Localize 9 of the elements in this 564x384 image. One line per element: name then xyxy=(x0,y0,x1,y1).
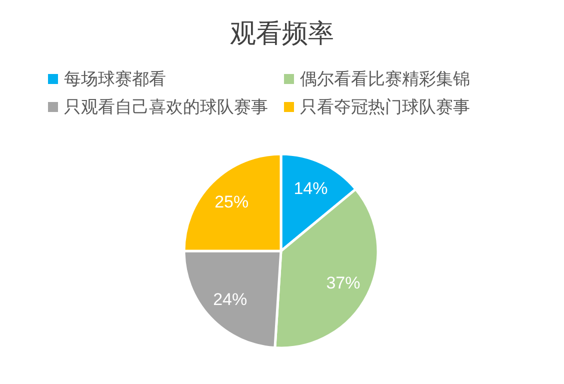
data-label: 14% xyxy=(294,178,328,198)
data-label: 24% xyxy=(213,290,248,309)
legend-label: 偶尔看看比赛精彩集锦 xyxy=(300,69,470,88)
legend-label: 只观看自己喜欢的球队赛事 xyxy=(64,97,268,116)
legend-label: 每场球赛都看 xyxy=(64,69,166,88)
data-label: 25% xyxy=(214,192,249,212)
data-label: 37% xyxy=(326,274,360,293)
legend-label: 只看夺冠热门球队赛事 xyxy=(300,97,470,116)
chart-title: 观看频率 xyxy=(230,18,334,48)
